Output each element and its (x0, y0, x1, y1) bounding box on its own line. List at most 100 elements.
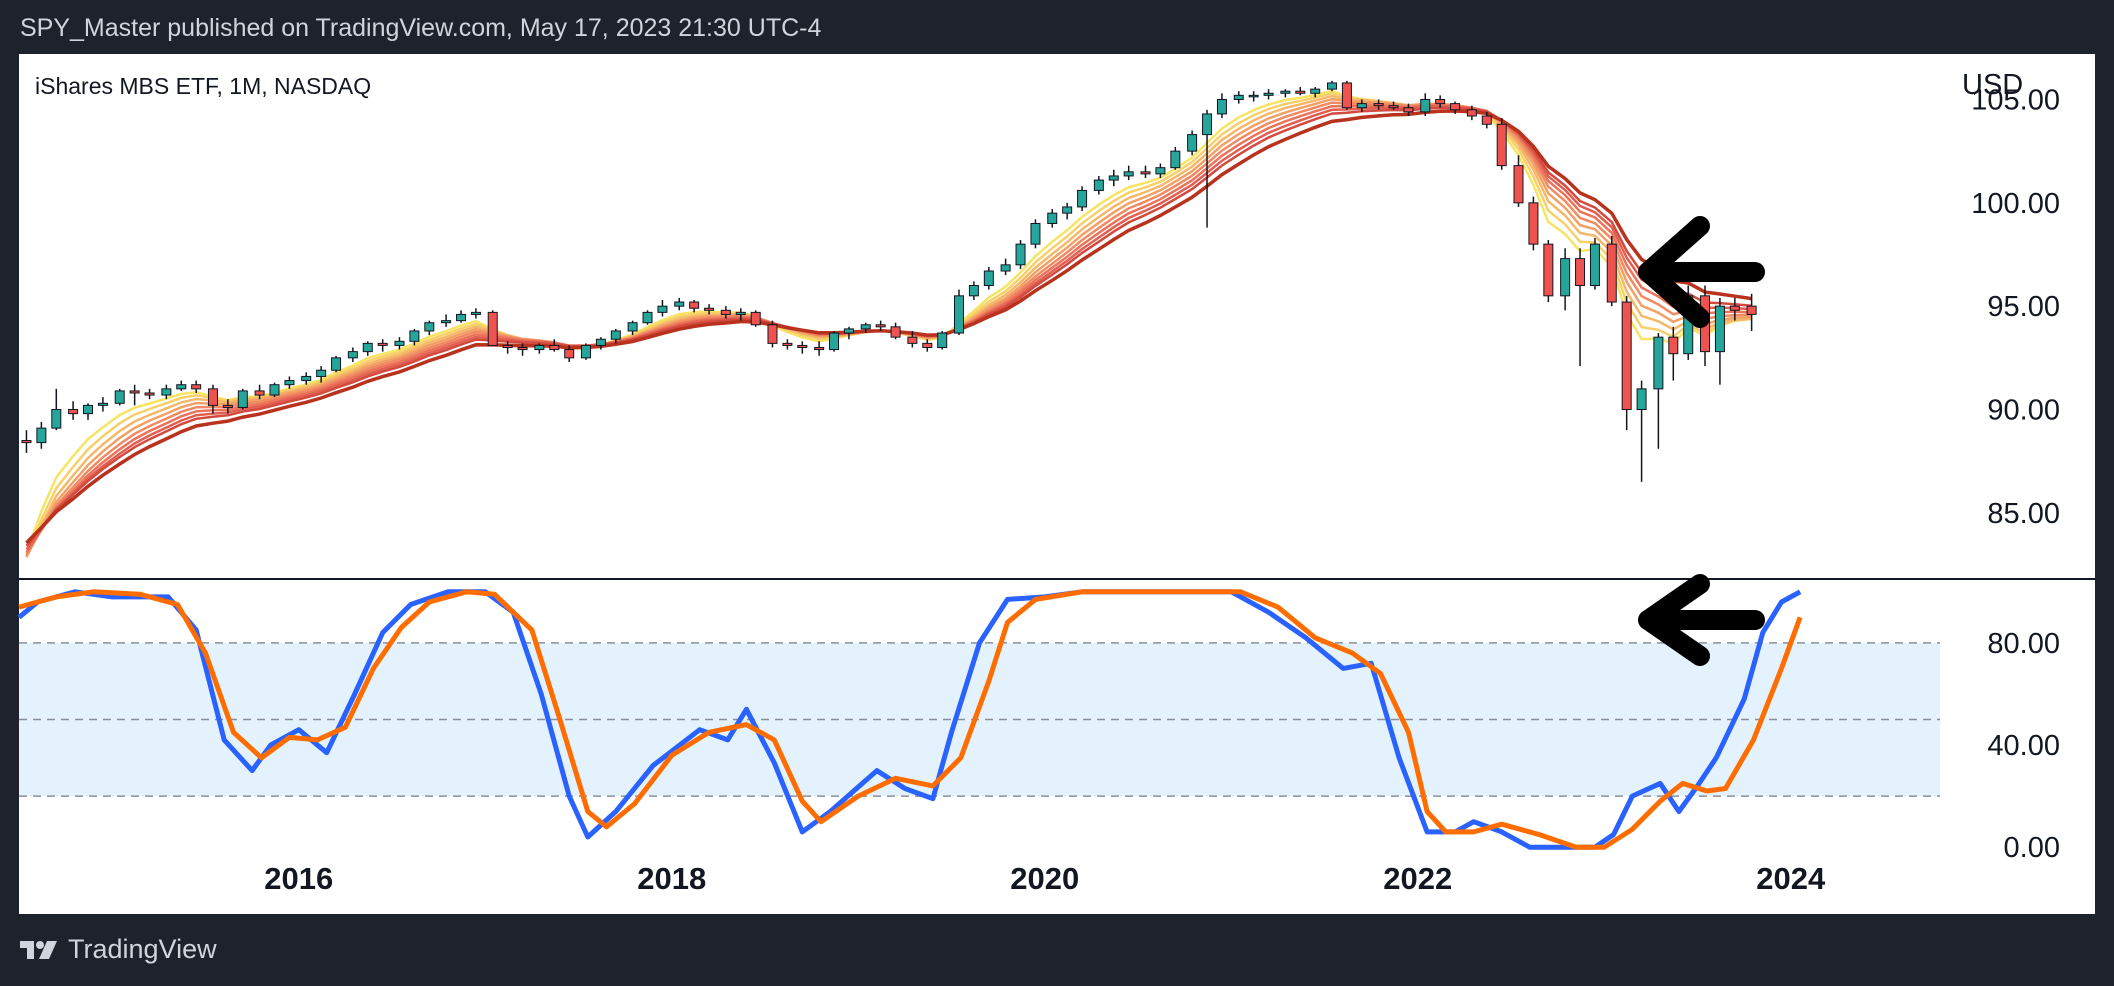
candle (642, 310, 653, 325)
candle (487, 310, 498, 346)
candle (1077, 186, 1088, 212)
candle (144, 388, 155, 400)
candle (1123, 165, 1134, 181)
candle (968, 281, 979, 300)
publish-info: SPY_Master published on TradingView.com,… (20, 14, 822, 42)
candle (704, 304, 715, 315)
candle (907, 330, 918, 348)
candle (750, 310, 761, 327)
candle (1513, 155, 1524, 207)
candle (890, 322, 901, 340)
candle (129, 384, 140, 406)
candle (1233, 91, 1244, 104)
candle (207, 384, 218, 414)
candle (1108, 169, 1119, 187)
candle (161, 384, 172, 400)
candle (1606, 235, 1617, 307)
ema-line (25, 94, 1752, 558)
candle (814, 341, 825, 356)
ema-line (25, 89, 1752, 554)
candle (51, 388, 62, 431)
candle (1170, 147, 1181, 170)
candle (767, 320, 778, 348)
arrow-icon (1638, 574, 1765, 666)
arrow-icon (1638, 216, 1765, 328)
candle (1653, 333, 1664, 449)
ema-line (25, 104, 1752, 554)
candle (394, 337, 405, 350)
time-axis: 2016 2018 2020 2022 2024 (264, 861, 1826, 896)
candle (1528, 196, 1539, 251)
candle (720, 306, 731, 319)
ema-line (25, 105, 1752, 551)
candle (689, 299, 700, 313)
chart-title: iShares MBS ETF, 1M, NASDAQ (35, 73, 371, 99)
candle (1356, 99, 1367, 112)
candle (595, 337, 606, 350)
candle (1202, 109, 1213, 228)
candle (409, 328, 420, 346)
candle (97, 397, 108, 412)
candle (735, 308, 746, 321)
candle (377, 339, 388, 352)
candle (782, 339, 793, 350)
candle (222, 399, 233, 414)
candle (1714, 297, 1725, 385)
candle (191, 380, 202, 393)
candle (114, 388, 125, 406)
candle (1636, 380, 1647, 482)
candle (1450, 101, 1461, 114)
price-axis: 105.00 100.00 95.00 90.00 85.00 (1971, 84, 2060, 529)
candle (1466, 105, 1477, 121)
candle (1000, 258, 1011, 276)
candle (534, 343, 545, 354)
candle (502, 341, 513, 354)
candle (347, 347, 358, 362)
candle (456, 310, 467, 323)
candle (1216, 93, 1227, 119)
candle (316, 366, 327, 383)
candle (657, 299, 668, 317)
candle (1543, 240, 1554, 303)
candle (1341, 80, 1352, 110)
candle (875, 320, 886, 331)
candle (1248, 91, 1259, 102)
ema-line (25, 97, 1752, 558)
stoch-tick-label: 40.00 (1987, 730, 2060, 762)
tradingview-logo-icon (20, 940, 57, 959)
candle (424, 320, 435, 336)
year-tick-label: 2020 (1010, 861, 1079, 896)
stoch-tick-label: 80.00 (1987, 628, 2060, 660)
candle (1621, 295, 1632, 431)
candle (1668, 326, 1679, 381)
year-tick-label: 2016 (264, 861, 333, 896)
candle (937, 330, 948, 350)
candle (860, 322, 871, 334)
candle (1187, 130, 1198, 156)
footer: TradingView (20, 934, 217, 965)
ema-line (25, 109, 1752, 545)
price-tick-label: 90.00 (1987, 395, 2060, 427)
year-tick-label: 2024 (1756, 861, 1826, 896)
candle (83, 403, 94, 420)
candle (1062, 202, 1073, 220)
candle (1589, 237, 1600, 290)
candle (301, 372, 312, 385)
candle (1403, 103, 1414, 117)
brand-name: TradingView (68, 934, 217, 964)
candle (36, 421, 47, 449)
ema-ribbon (25, 89, 1752, 558)
candle (284, 376, 295, 389)
year-tick-label: 2018 (637, 861, 706, 896)
candle (922, 339, 933, 352)
candle (1093, 175, 1104, 195)
candle (176, 380, 187, 391)
candles (21, 80, 1757, 482)
candle (1310, 87, 1321, 98)
candle (1263, 89, 1274, 100)
candle (1560, 248, 1571, 311)
candle (237, 388, 248, 410)
candle (1729, 297, 1740, 321)
